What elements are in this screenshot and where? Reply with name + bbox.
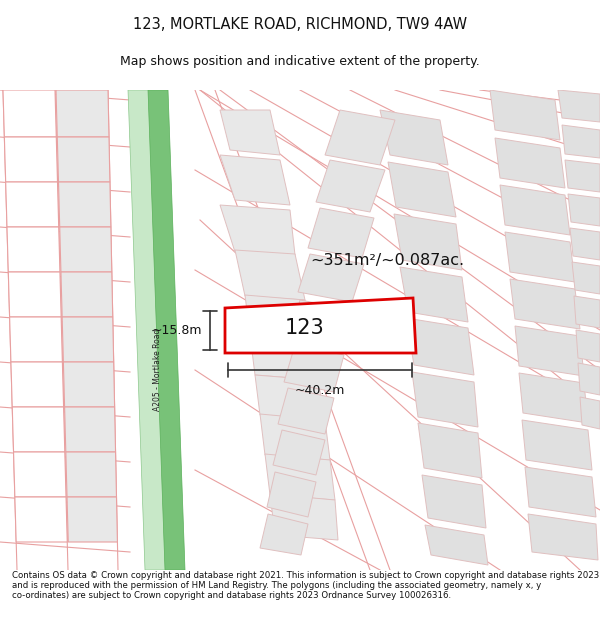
Polygon shape bbox=[5, 182, 59, 227]
Polygon shape bbox=[388, 162, 456, 217]
Polygon shape bbox=[66, 452, 116, 497]
Polygon shape bbox=[260, 414, 330, 460]
Text: A205 - Mortlake Road: A205 - Mortlake Road bbox=[152, 329, 161, 411]
Polygon shape bbox=[400, 267, 468, 322]
Polygon shape bbox=[522, 420, 592, 470]
Polygon shape bbox=[422, 475, 486, 528]
Polygon shape bbox=[316, 160, 385, 212]
Polygon shape bbox=[270, 494, 338, 540]
Polygon shape bbox=[265, 454, 335, 500]
Polygon shape bbox=[267, 472, 316, 517]
Polygon shape bbox=[235, 250, 305, 300]
Polygon shape bbox=[15, 497, 67, 542]
Polygon shape bbox=[576, 330, 600, 362]
Polygon shape bbox=[572, 262, 600, 294]
Polygon shape bbox=[148, 90, 185, 570]
Polygon shape bbox=[11, 362, 64, 407]
Polygon shape bbox=[570, 228, 600, 260]
Polygon shape bbox=[60, 227, 112, 272]
Polygon shape bbox=[528, 514, 598, 560]
Polygon shape bbox=[412, 372, 478, 427]
Polygon shape bbox=[565, 160, 600, 192]
Text: ~15.8m: ~15.8m bbox=[151, 324, 202, 337]
Polygon shape bbox=[505, 232, 575, 282]
Polygon shape bbox=[62, 317, 113, 362]
Polygon shape bbox=[10, 317, 62, 362]
Polygon shape bbox=[220, 205, 295, 255]
Polygon shape bbox=[250, 335, 318, 380]
Polygon shape bbox=[3, 90, 56, 137]
Polygon shape bbox=[425, 525, 488, 565]
Text: 123, MORTLAKE ROAD, RICHMOND, TW9 4AW: 123, MORTLAKE ROAD, RICHMOND, TW9 4AW bbox=[133, 18, 467, 32]
Polygon shape bbox=[61, 272, 113, 317]
Polygon shape bbox=[8, 272, 61, 317]
Polygon shape bbox=[574, 296, 600, 328]
Polygon shape bbox=[255, 375, 325, 420]
Polygon shape bbox=[225, 298, 416, 353]
Polygon shape bbox=[128, 90, 167, 570]
Polygon shape bbox=[58, 182, 111, 227]
Polygon shape bbox=[273, 430, 325, 475]
Polygon shape bbox=[519, 373, 588, 423]
Polygon shape bbox=[500, 185, 570, 235]
Polygon shape bbox=[12, 407, 65, 452]
Polygon shape bbox=[220, 110, 280, 155]
Polygon shape bbox=[495, 138, 565, 188]
Polygon shape bbox=[558, 90, 600, 122]
Polygon shape bbox=[568, 194, 600, 226]
Polygon shape bbox=[525, 467, 596, 517]
Text: ~351m²/~0.087ac.: ~351m²/~0.087ac. bbox=[310, 253, 464, 268]
Text: Contains OS data © Crown copyright and database right 2021. This information is : Contains OS data © Crown copyright and d… bbox=[12, 571, 599, 601]
Polygon shape bbox=[65, 407, 116, 452]
Polygon shape bbox=[284, 345, 344, 392]
Text: ~40.2m: ~40.2m bbox=[295, 384, 345, 397]
Polygon shape bbox=[57, 137, 110, 182]
Text: 123: 123 bbox=[285, 318, 325, 338]
Text: Map shows position and indicative extent of the property.: Map shows position and indicative extent… bbox=[120, 56, 480, 68]
Polygon shape bbox=[278, 388, 334, 434]
Polygon shape bbox=[418, 423, 482, 478]
Polygon shape bbox=[245, 295, 310, 340]
Polygon shape bbox=[67, 497, 118, 542]
Polygon shape bbox=[490, 90, 560, 140]
Polygon shape bbox=[380, 110, 448, 165]
Polygon shape bbox=[220, 155, 290, 205]
Polygon shape bbox=[298, 254, 364, 302]
Polygon shape bbox=[64, 362, 115, 407]
Polygon shape bbox=[290, 300, 354, 348]
Polygon shape bbox=[394, 214, 462, 270]
Polygon shape bbox=[406, 318, 474, 375]
Polygon shape bbox=[515, 326, 584, 376]
Polygon shape bbox=[578, 363, 600, 395]
Polygon shape bbox=[308, 208, 374, 258]
Polygon shape bbox=[260, 514, 308, 555]
Polygon shape bbox=[562, 125, 600, 158]
Polygon shape bbox=[56, 90, 109, 137]
Polygon shape bbox=[510, 279, 580, 329]
Polygon shape bbox=[325, 110, 395, 165]
Polygon shape bbox=[7, 227, 60, 272]
Polygon shape bbox=[4, 137, 58, 182]
Polygon shape bbox=[580, 397, 600, 429]
Polygon shape bbox=[14, 452, 66, 497]
